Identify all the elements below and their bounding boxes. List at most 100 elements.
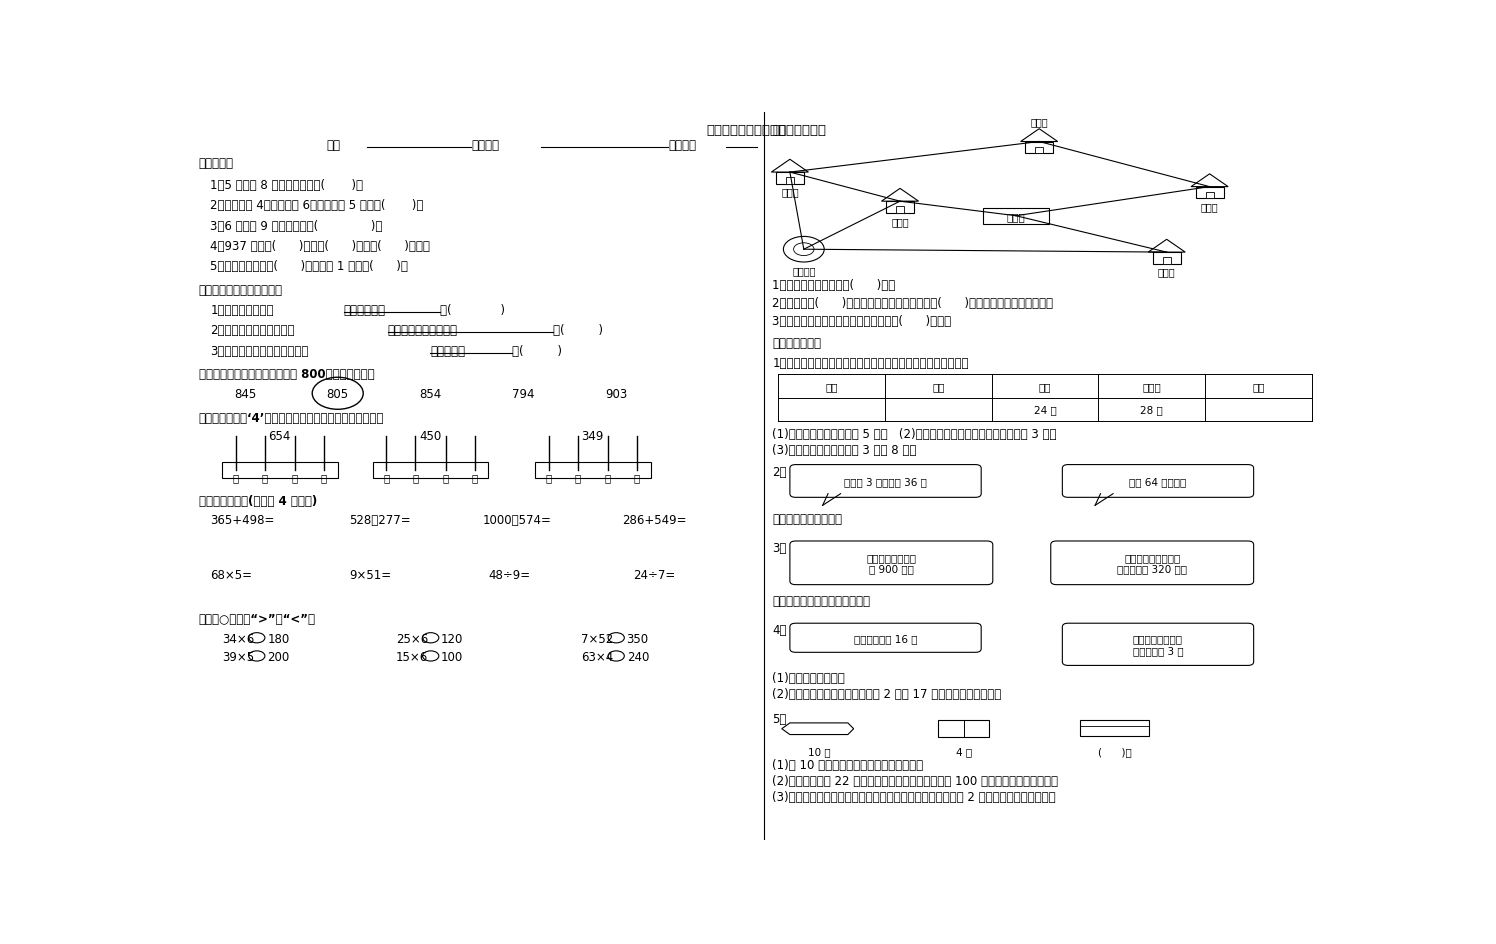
Text: 349: 349: [582, 430, 604, 443]
Text: 4、: 4、: [772, 624, 787, 636]
Text: 7×52: 7×52: [582, 632, 613, 646]
Text: 2、小红家向(      )面走，可以直接到小强家，向(      )面走可以直接走到图书馆。: 2、小红家向( )面走，可以直接到小强家，向( )面走可以直接走到图书馆。: [772, 296, 1053, 310]
Text: 2、百位上是 4，十位上是 6，个位上是 5 的数是(       )。: 2、百位上是 4，十位上是 6，个位上是 5 的数是( )。: [209, 199, 423, 212]
Text: 120: 120: [441, 632, 464, 646]
Text: 5、: 5、: [772, 712, 787, 725]
FancyBboxPatch shape: [1035, 147, 1043, 154]
FancyBboxPatch shape: [938, 720, 989, 737]
Text: 48÷9=: 48÷9=: [488, 568, 531, 582]
Text: 450: 450: [419, 430, 441, 443]
Text: 。(         ): 。( ): [512, 345, 561, 358]
Text: 1、火星公转一周要: 1、火星公转一周要: [209, 304, 274, 316]
FancyBboxPatch shape: [790, 465, 981, 497]
Text: (1)买 10 本本子和一枝钢笔一共要多少钱？: (1)买 10 本本子和一枝钢笔一共要多少钱？: [772, 758, 923, 771]
Text: 七、: 七、: [772, 125, 787, 137]
FancyBboxPatch shape: [1153, 253, 1180, 264]
Text: 805: 805: [326, 388, 349, 401]
Text: (      )元: ( )元: [1098, 747, 1131, 756]
FancyBboxPatch shape: [1025, 143, 1053, 154]
FancyBboxPatch shape: [790, 624, 981, 652]
FancyBboxPatch shape: [1050, 542, 1254, 585]
Text: (2)学校准备奖给 22 名三好学生每人一本本子，付出 100 元钱，应该找回多少钱？: (2)学校准备奖给 22 名三好学生每人一本本子，付出 100 元钱，应该找回多…: [772, 774, 1059, 787]
Text: 小红家: 小红家: [1158, 267, 1176, 278]
Text: 已经拍了多少张照片？: 已经拍了多少张照片？: [772, 513, 842, 525]
FancyBboxPatch shape: [896, 207, 904, 213]
Text: 十: 十: [443, 473, 449, 483]
FancyBboxPatch shape: [983, 209, 1049, 225]
Text: (2)跳绳的人数比打乒乓球人数的 2 倍多 17 人，跳绳的有多少人？: (2)跳绳的人数比打乒乓球人数的 2 倍多 17 人，跳绳的有多少人？: [772, 687, 1002, 700]
FancyBboxPatch shape: [790, 542, 993, 585]
Text: 还有 64 张没有拍: 还有 64 张没有拍: [1129, 477, 1186, 486]
Text: 。(         ): 。( ): [554, 324, 603, 337]
Text: 34×6: 34×6: [221, 632, 254, 646]
Text: 个: 个: [634, 473, 640, 483]
Text: 180: 180: [268, 632, 290, 646]
Text: 我买了 3 卷，每卷 36 张: 我买了 3 卷，每卷 36 张: [844, 477, 928, 486]
Text: 打乒乓球的有 16 人: 打乒乓球的有 16 人: [854, 633, 917, 643]
Text: 一、填空。: 一、填空。: [199, 157, 233, 170]
FancyBboxPatch shape: [1162, 258, 1171, 264]
FancyBboxPatch shape: [776, 173, 803, 184]
Text: 小强家: 小强家: [1201, 202, 1218, 212]
Text: 240: 240: [627, 650, 649, 664]
Text: 苏教版二年级下册数学期末试卷七: 苏教版二年级下册数学期末试卷七: [706, 125, 827, 137]
Text: 。(             ): 。( ): [440, 304, 504, 316]
Text: 五、用竖式计算(第一行 4 题验算): 五、用竖式计算(第一行 4 题验算): [199, 495, 317, 508]
Text: 华山的年平均降水
量 900 毫米: 华山的年平均降水 量 900 毫米: [866, 552, 917, 574]
Text: 1、5 个百和 8 个十组成的数是(       )。: 1、5 个百和 8 个十组成的数是( )。: [209, 178, 364, 192]
Text: 365+498=: 365+498=: [209, 514, 275, 527]
FancyBboxPatch shape: [1206, 193, 1213, 199]
Text: 1、小明家在儿童乐园的(      )面。: 1、小明家在儿童乐园的( )面。: [772, 278, 896, 292]
Text: 个: 个: [471, 473, 477, 483]
Text: 3、要从小刚家直接走到儿童乐园只要向(      )面走。: 3、要从小刚家直接走到儿童乐园只要向( )面走。: [772, 314, 951, 328]
Text: 3、: 3、: [772, 542, 787, 554]
Text: 十: 十: [292, 473, 298, 483]
Text: 1、这是白云鲜花店这个月进货情况，你能把下表填写完整吗？: 1、这是白云鲜花店这个月进货情况，你能把下表填写完整吗？: [772, 357, 969, 370]
FancyBboxPatch shape: [1195, 188, 1224, 199]
Text: 286+549=: 286+549=: [622, 514, 687, 527]
Text: 24 支: 24 支: [1034, 405, 1056, 414]
Text: 百: 百: [262, 473, 268, 483]
Text: 1000－574=: 1000－574=: [483, 514, 552, 527]
Text: (3)一只文具盒的价钱正好是一枝钢笔和一本本子价钱总数的 2 倍，一只文具盒多少钱？: (3)一只文具盒的价钱正好是一枝钢笔和一本本子价钱总数的 2 倍，一只文具盒多少…: [772, 790, 1056, 803]
Text: 25×6: 25×6: [395, 632, 428, 646]
Text: 15×6: 15×6: [395, 650, 428, 664]
Text: 八、解决问题。: 八、解决问题。: [772, 336, 821, 349]
Text: 2、月球表面的最低温度约: 2、月球表面的最低温度约: [209, 324, 295, 337]
FancyBboxPatch shape: [785, 178, 794, 184]
Text: 六百八十七天: 六百八十七天: [344, 304, 386, 316]
FancyBboxPatch shape: [221, 463, 338, 479]
Text: 2、: 2、: [772, 465, 787, 478]
Text: 百: 百: [574, 473, 580, 483]
Text: 三、下面的数中，哪个数最接近 800，把它圈起来。: 三、下面的数中，哪个数最接近 800，把它圈起来。: [199, 368, 374, 380]
FancyBboxPatch shape: [1080, 720, 1149, 736]
Text: 5、最大的三位数是(      )，比它小 1 的数是(      )。: 5、最大的三位数是( )，比它小 1 的数是( )。: [209, 261, 408, 273]
Text: 28 支: 28 支: [1140, 405, 1162, 414]
Text: 儿童乐园: 儿童乐园: [791, 265, 815, 276]
Text: 拍球的人数是打乒
乓球人数的 3 倍: 拍球的人数是打乒 乓球人数的 3 倍: [1132, 633, 1183, 655]
Text: 千: 千: [232, 473, 239, 483]
Text: 9×51=: 9×51=: [350, 568, 392, 582]
FancyBboxPatch shape: [886, 202, 914, 213]
Text: 零下一百八十三摄氏度: 零下一百八十三摄氏度: [387, 324, 458, 337]
Text: 四、每个数中的‘4’各表示多少？请你在计数器上画一画。: 四、每个数中的‘4’各表示多少？请你在计数器上画一画。: [199, 412, 384, 424]
Text: 百: 百: [413, 473, 419, 483]
Text: 100: 100: [441, 650, 464, 664]
Text: 图书馆: 图书馆: [1007, 211, 1025, 222]
Text: (3)菊花的朵数比太阳花的 3 倍多 8 支。: (3)菊花的朵数比太阳花的 3 倍多 8 支。: [772, 444, 917, 456]
Text: 千: 千: [546, 473, 552, 483]
Text: 西安年平均降水量是多少毫米？: 西安年平均降水量是多少毫米？: [772, 595, 871, 607]
Text: 39×5: 39×5: [221, 650, 254, 664]
Text: (1)玫瑰的朵数是百合花的 5 倍。   (2)月季的朵数是百合花和太阳花总数的 3 倍。: (1)玫瑰的朵数是百合花的 5 倍。 (2)月季的朵数是百合花和太阳花总数的 3…: [772, 428, 1058, 440]
Text: 百合: 百合: [1038, 381, 1052, 392]
Text: 528－277=: 528－277=: [350, 514, 411, 527]
Text: 姓名: 姓名: [326, 139, 340, 152]
Text: 太阳花: 太阳花: [1143, 381, 1161, 392]
Text: 玫瑞: 玫瑞: [826, 381, 838, 392]
Text: 二、写出下面横线上的数。: 二、写出下面横线上的数。: [199, 283, 283, 296]
Text: 4、937 里面有(      )个百、(      )个十和(      )个一。: 4、937 里面有( )个百、( )个十和( )个一。: [209, 240, 429, 253]
Text: 845: 845: [233, 388, 256, 401]
Text: 68×5=: 68×5=: [209, 568, 253, 582]
FancyBboxPatch shape: [373, 463, 488, 479]
Text: 十: 十: [604, 473, 610, 483]
